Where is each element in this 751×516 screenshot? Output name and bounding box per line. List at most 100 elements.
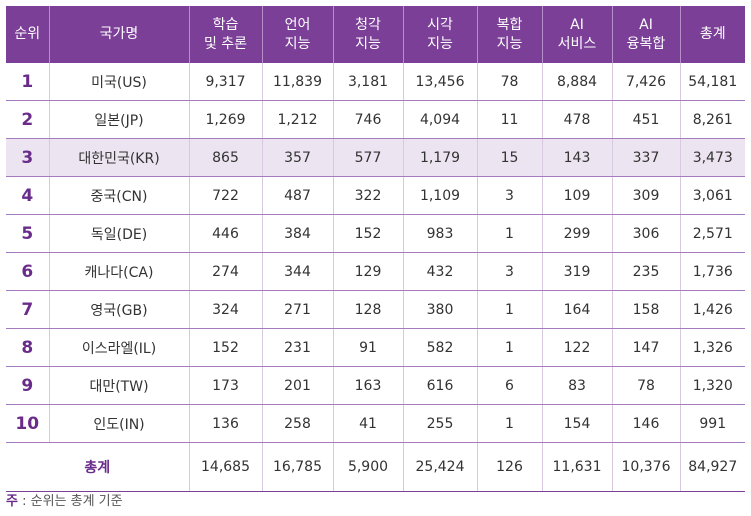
total-value-cell: 5,900 [332,442,403,492]
value-cell: 3 [476,176,542,215]
value-cell: 173 [188,366,262,405]
country-cell: 대한민국(KR) [48,138,189,177]
value-cell: 306 [611,214,680,253]
total-value-cell: 16,785 [261,442,333,492]
table-row: 5 독일(DE) 446 384 152 983 1 299 306 2,571 [6,214,745,253]
rank-cell: 2 [6,100,49,139]
value-cell: 83 [541,366,612,405]
rank-cell: 7 [6,290,49,329]
value-cell: 8,884 [541,63,612,101]
value-cell: 136 [188,404,262,443]
value-cell: 201 [261,366,333,405]
value-cell: 129 [332,252,403,291]
value-cell: 991 [679,404,745,443]
value-cell: 143 [541,138,612,177]
value-cell: 274 [188,252,262,291]
country-cell: 대만(TW) [48,366,189,405]
value-cell: 11,839 [261,63,333,101]
rank-cell: 4 [6,176,49,215]
column-header: 학습 및 추론 [188,6,262,63]
column-header: 언어 지능 [261,6,333,63]
table-row: 3 대한민국(KR) 865 357 577 1,179 15 143 337 3,473 [6,138,745,177]
value-cell: 15 [476,138,542,177]
column-header: 시각 지능 [402,6,477,63]
value-cell: 1,320 [679,366,745,405]
country-cell: 인도(IN) [48,404,189,443]
rank-cell: 6 [6,252,49,291]
value-cell: 271 [261,290,333,329]
value-cell: 1 [476,214,542,253]
column-header: 순위 [6,6,49,63]
table-row: 2 일본(JP) 1,269 1,212 746 4,094 11 478 451 8,261 [6,100,745,139]
value-cell: 78 [611,366,680,405]
value-cell: 41 [332,404,403,443]
value-cell: 4,094 [402,100,477,139]
country-cell: 미국(US) [48,63,189,101]
value-cell: 1,109 [402,176,477,215]
value-cell: 2,571 [679,214,745,253]
header-row: 순위 국가명 학습 및 추론 언어 지능 청각 지능 시각 지능 복합 지능 AI 서비스 AI 융복합 총계 [6,6,745,63]
value-cell: 722 [188,176,262,215]
value-cell: 146 [611,404,680,443]
value-cell: 432 [402,252,477,291]
value-cell: 487 [261,176,333,215]
table-row: 8 이스라엘(IL) 152 231 91 582 1 122 147 1,326 [6,328,745,367]
value-cell: 357 [261,138,333,177]
value-cell: 258 [261,404,333,443]
value-cell: 309 [611,176,680,215]
table-row: 7 영국(GB) 324 271 128 380 1 164 158 1,426 [6,290,745,329]
value-cell: 3 [476,252,542,291]
column-header: 국가명 [48,6,189,63]
value-cell: 147 [611,328,680,367]
total-value-cell: 25,424 [402,442,477,492]
value-cell: 1,269 [188,100,262,139]
value-cell: 122 [541,328,612,367]
country-cell: 캐나다(CA) [48,252,189,291]
total-value-cell: 84,927 [679,442,745,492]
value-cell: 746 [332,100,403,139]
value-cell: 91 [332,328,403,367]
table-row: 10 인도(IN) 136 258 41 255 1 154 146 991 [6,404,745,443]
value-cell: 337 [611,138,680,177]
value-cell: 384 [261,214,333,253]
country-cell: 일본(JP) [48,100,189,139]
country-cell: 이스라엘(IL) [48,328,189,367]
value-cell: 1,179 [402,138,477,177]
value-cell: 8,261 [679,100,745,139]
column-header: AI 융복합 [611,6,680,63]
value-cell: 154 [541,404,612,443]
rank-cell: 3 [6,138,49,177]
total-value-cell: 11,631 [541,442,612,492]
value-cell: 616 [402,366,477,405]
rank-cell: 1 [6,63,49,101]
value-cell: 319 [541,252,612,291]
value-cell: 1,212 [261,100,333,139]
total-label: 총계 [6,442,189,492]
value-cell: 983 [402,214,477,253]
footnote: 주 : 순위는 총계 기준 [6,490,123,509]
table-row: 6 캐나다(CA) 274 344 129 432 3 319 235 1,736 [6,252,745,291]
value-cell: 152 [332,214,403,253]
value-cell: 128 [332,290,403,329]
table-row: 4 중국(CN) 722 487 322 1,109 3 109 309 3,061 [6,176,745,215]
value-cell: 865 [188,138,262,177]
value-cell: 163 [332,366,403,405]
value-cell: 299 [541,214,612,253]
column-header: 복합 지능 [476,6,542,63]
column-header: AI 서비스 [541,6,612,63]
value-cell: 152 [188,328,262,367]
value-cell: 1,736 [679,252,745,291]
column-header: 청각 지능 [332,6,403,63]
value-cell: 164 [541,290,612,329]
country-cell: 영국(GB) [48,290,189,329]
rank-cell: 5 [6,214,49,253]
value-cell: 7,426 [611,63,680,101]
total-value-cell: 14,685 [188,442,262,492]
table-row: 1 미국(US) 9,317 11,839 3,181 13,456 78 8,884 7,42… [6,63,745,101]
value-cell: 13,456 [402,63,477,101]
value-cell: 446 [188,214,262,253]
value-cell: 235 [611,252,680,291]
value-cell: 1 [476,328,542,367]
value-cell: 6 [476,366,542,405]
value-cell: 1,426 [679,290,745,329]
